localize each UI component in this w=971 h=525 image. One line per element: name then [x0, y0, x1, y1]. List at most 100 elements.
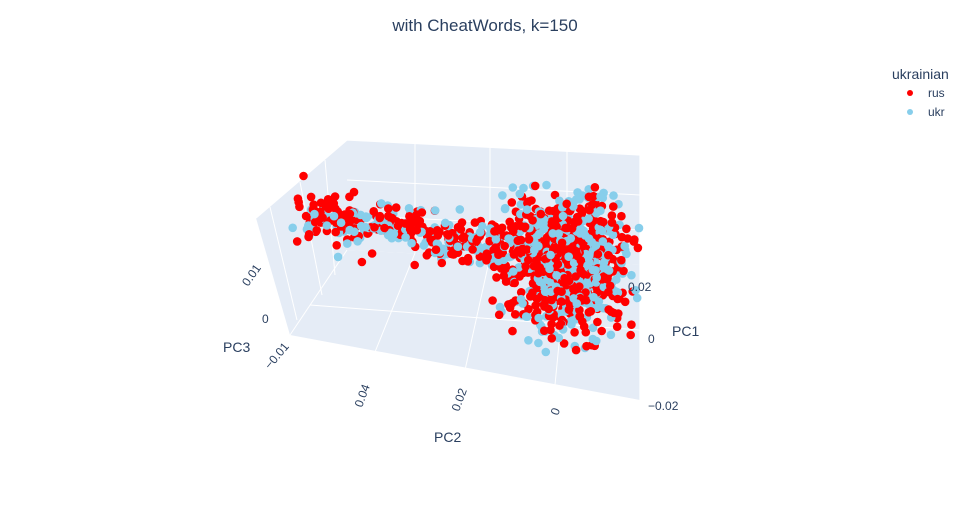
data-point-rus: [620, 297, 630, 307]
data-point-rus: [510, 310, 520, 319]
data-point-rus: [573, 217, 583, 226]
data-point-rus: [523, 198, 532, 208]
data-point-rus: [549, 312, 558, 322]
data-point-rus: [393, 221, 403, 230]
data-point-ukr: [353, 237, 362, 246]
data-point-ukr: [498, 191, 507, 200]
data-point-rus: [567, 224, 577, 233]
data-point-rus: [431, 245, 441, 254]
y-tick-label: 0: [548, 406, 564, 417]
data-point-rus: [501, 277, 511, 286]
data-point-rus: [547, 334, 557, 343]
data-point-rus: [575, 204, 585, 213]
data-point-rus: [304, 230, 314, 239]
data-point-rus: [546, 325, 555, 335]
data-point-rus: [370, 223, 379, 232]
data-point-ukr: [475, 258, 485, 268]
data-point-rus: [494, 250, 503, 259]
data-point-ukr: [545, 264, 554, 274]
data-point-rus: [437, 258, 447, 268]
data-point-ukr: [361, 212, 371, 221]
data-point-ukr: [516, 200, 526, 209]
data-point-rus: [627, 320, 636, 330]
y-axis-title: PC2: [434, 429, 461, 445]
data-point-rus: [552, 222, 561, 232]
data-point-rus: [508, 226, 518, 236]
legend-item-rus[interactable]: rus: [907, 86, 945, 100]
data-point-rus: [357, 257, 367, 267]
data-point-ukr: [555, 196, 564, 206]
data-points: [288, 171, 644, 357]
data-point-rus: [593, 317, 602, 327]
data-point-rus: [491, 243, 500, 252]
data-point-ukr: [288, 223, 298, 233]
data-point-rus: [331, 204, 340, 214]
scene-edges: [255, 139, 641, 400]
data-point-rus: [413, 219, 423, 228]
data-point-rus: [412, 210, 422, 219]
data-point-rus: [568, 242, 577, 252]
data-point-rus: [532, 258, 541, 268]
data-point-ukr: [634, 223, 644, 233]
data-point-rus: [508, 326, 517, 336]
data-point-rus: [605, 281, 615, 291]
data-point-rus: [475, 252, 485, 261]
data-point-rus: [536, 209, 546, 219]
legend-label: ukr: [928, 105, 945, 119]
data-point-rus: [294, 197, 304, 207]
data-point-ukr: [627, 270, 636, 280]
data-point-rus: [500, 265, 509, 274]
data-point-ukr: [567, 316, 577, 325]
data-point-rus: [557, 297, 566, 306]
data-point-rus: [453, 223, 463, 232]
data-point-rus: [332, 241, 342, 250]
data-point-rus: [500, 241, 510, 251]
data-point-rus: [544, 206, 554, 215]
data-point-rus: [367, 249, 377, 258]
data-point-rus: [530, 181, 540, 191]
data-point-rus: [345, 192, 354, 202]
data-point-rus: [505, 217, 514, 227]
data-point-rus: [488, 296, 497, 305]
x-axis-title: PC1: [672, 323, 699, 339]
data-point-rus: [582, 341, 591, 351]
data-point-rus: [590, 183, 600, 192]
data-point-rus: [509, 250, 519, 259]
data-point-rus: [391, 203, 401, 212]
data-point-ukr: [508, 183, 518, 192]
data-point-rus: [617, 255, 626, 265]
data-point-ukr: [584, 251, 594, 261]
data-point-ukr: [588, 334, 598, 344]
legend-item-ukr[interactable]: ukr: [907, 105, 945, 119]
data-point-rus: [540, 326, 549, 336]
data-point-rus: [564, 305, 574, 315]
data-point-rus: [584, 192, 594, 202]
data-point-rus: [330, 192, 340, 201]
data-point-rus: [587, 200, 597, 209]
data-point-rus: [384, 204, 393, 213]
data-point-ukr: [333, 252, 343, 262]
data-point-ukr: [500, 204, 510, 214]
data-point-ukr: [598, 237, 608, 246]
data-point-rus: [513, 236, 523, 245]
data-point-rus: [405, 212, 414, 221]
data-point-ukr: [631, 286, 640, 295]
data-point-rus: [463, 257, 473, 266]
data-point-ukr: [509, 267, 518, 276]
data-point-ukr: [608, 230, 618, 240]
data-point-rus: [510, 278, 519, 288]
data-point-ukr: [361, 222, 370, 232]
y-tick-label: 0.02: [449, 386, 470, 413]
data-point-rus: [309, 200, 319, 209]
data-point-rus: [316, 198, 326, 208]
z-tick-label: −0.01: [262, 339, 292, 372]
data-point-ukr: [598, 226, 607, 236]
data-point-rus: [596, 216, 605, 226]
data-point-rus: [555, 321, 564, 330]
data-point-rus: [562, 199, 571, 209]
data-point-rus: [422, 251, 432, 260]
data-point-rus: [617, 211, 626, 221]
data-point-rus: [633, 243, 643, 253]
data-point-rus: [384, 211, 393, 221]
